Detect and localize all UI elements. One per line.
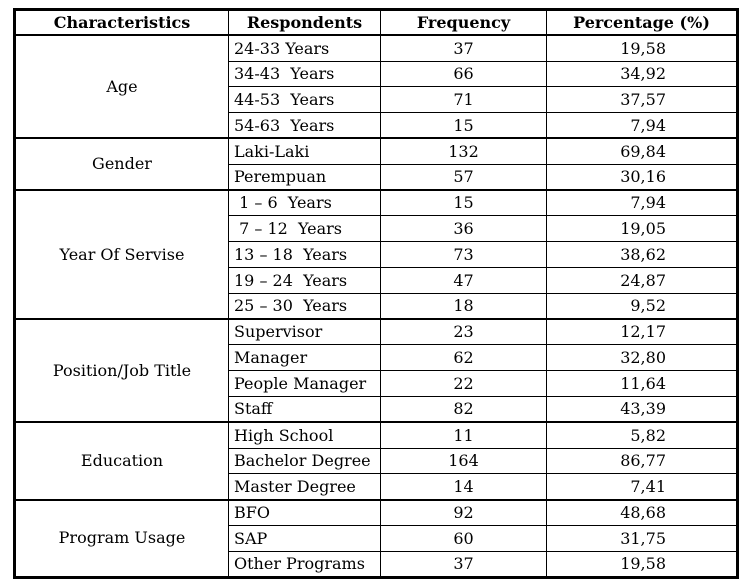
- characteristic-cell-year-of-service: Year Of Servise: [14, 189, 229, 320]
- frequency-cell: 92: [380, 498, 547, 526]
- characteristic-cell-age: Age: [14, 34, 229, 139]
- table-row: 44-53 Years 71 37,57: [15, 86, 738, 114]
- respondent-cell: Other Programs: [228, 550, 381, 578]
- table-row: 34-43 Years 66 34,92: [15, 60, 738, 88]
- table-row: 54-63 Years 15 7,94: [15, 112, 738, 139]
- col-header-respondents: Respondents: [228, 9, 381, 37]
- frequency-cell: 71: [380, 86, 547, 114]
- respondent-cell: 13 – 18 Years: [228, 241, 381, 268]
- respondent-cell: SAP: [228, 524, 381, 552]
- percentage-cell: 19,58: [546, 550, 738, 578]
- frequency-cell: 164: [380, 447, 547, 475]
- frequency-cell: 37: [380, 34, 547, 62]
- frequency-cell: 82: [380, 395, 547, 423]
- frequency-cell: 22: [380, 370, 547, 397]
- respondent-cell: Master Degree: [228, 473, 381, 501]
- table-row: 13 – 18 Years 73 38,62: [15, 241, 738, 268]
- percentage-cell: 38,62: [546, 241, 738, 268]
- table-row: Staff 82 43,39: [15, 395, 738, 423]
- frequency-cell: 60: [380, 524, 547, 552]
- percentage-cell: 12,17: [546, 318, 738, 346]
- percentage-cell: 9,52: [546, 292, 738, 320]
- table-row: Year Of Servise 1 – 6 Years 15 7,94: [14, 189, 738, 320]
- respondent-cell: Bachelor Degree: [228, 447, 381, 475]
- respondent-cell: 44-53 Years: [228, 86, 381, 114]
- percentage-cell: 31,75: [546, 524, 738, 552]
- respondent-cell: Staff: [228, 395, 381, 423]
- percentage-cell: 11,64: [546, 370, 738, 397]
- frequency-cell: 62: [380, 344, 547, 372]
- percentage-cell: 43,39: [546, 395, 738, 423]
- frequency-cell: 36: [380, 215, 547, 243]
- percentage-cell: 19,05: [546, 215, 738, 243]
- respondent-cell: Manager: [228, 344, 381, 372]
- table-row: Position/Job Title Supervisor 23 12,17: [14, 318, 738, 423]
- percentage-cell: 19,58: [546, 34, 738, 62]
- table-row: 7 – 12 Years 36 19,05: [15, 215, 738, 243]
- frequency-cell: 15: [380, 112, 547, 139]
- table-row: 25 – 30 Years 18 9,52: [15, 292, 738, 320]
- table-row: SAP 60 31,75: [15, 524, 738, 552]
- respondent-cell: 34-43 Years: [228, 60, 381, 88]
- frequency-cell: 57: [380, 163, 547, 191]
- frequency-cell: 37: [380, 550, 547, 578]
- col-header-frequency: Frequency: [380, 9, 547, 37]
- respondent-cell: Laki-Laki: [228, 137, 381, 165]
- frequency-cell: 23: [380, 318, 547, 346]
- frequency-cell: 66: [380, 60, 547, 88]
- frequency-cell: 73: [380, 241, 547, 268]
- header-row: Characteristics Respondents Frequency Pe…: [14, 9, 738, 37]
- frequency-cell: 132: [380, 137, 547, 165]
- percentage-cell: 24,87: [546, 266, 738, 294]
- respondent-cell: Perempuan: [228, 163, 381, 191]
- percentage-cell: 7,94: [546, 189, 738, 217]
- characteristic-cell-education: Education: [14, 421, 229, 501]
- table-row: Perempuan 57 30,16: [15, 163, 738, 191]
- percentage-cell: 37,57: [546, 86, 738, 114]
- respondent-cell: High School: [228, 421, 381, 449]
- respondent-cell: 54-63 Years: [228, 112, 381, 139]
- respondent-cell: People Manager: [228, 370, 381, 397]
- percentage-cell: 34,92: [546, 60, 738, 88]
- frequency-cell: 15: [380, 189, 547, 217]
- table-row: People Manager 22 11,64: [15, 370, 738, 397]
- frequency-cell: 47: [380, 266, 547, 294]
- respondent-cell: Supervisor: [228, 318, 381, 346]
- table-row: Master Degree 14 7,41: [15, 473, 738, 501]
- respondent-cell: BFO: [228, 498, 381, 526]
- respondent-cell: 25 – 30 Years: [228, 292, 381, 320]
- respondent-characteristics-table-wrap: Characteristics Respondents Frequency Pe…: [13, 8, 739, 579]
- characteristic-cell-program-usage: Program Usage: [14, 498, 229, 578]
- respondent-cell: 24-33 Years: [228, 34, 381, 62]
- table-row: Age 24-33 Years 37 19,58: [14, 34, 738, 139]
- col-header-characteristics: Characteristics: [14, 9, 229, 37]
- frequency-cell: 14: [380, 473, 547, 501]
- respondent-cell: 1 – 6 Years: [228, 189, 381, 217]
- table-row: Gender Laki-Laki 132 69,84: [14, 137, 738, 191]
- table-row: Program Usage BFO 92 48,68: [14, 498, 738, 578]
- frequency-cell: 11: [380, 421, 547, 449]
- percentage-cell: 30,16: [546, 163, 738, 191]
- respondent-cell: 7 – 12 Years: [228, 215, 381, 243]
- percentage-cell: 86,77: [546, 447, 738, 475]
- percentage-cell: 69,84: [546, 137, 738, 165]
- percentage-cell: 5,82: [546, 421, 738, 449]
- respondent-cell: 19 – 24 Years: [228, 266, 381, 294]
- characteristic-cell-gender: Gender: [14, 137, 229, 191]
- percentage-cell: 32,80: [546, 344, 738, 372]
- percentage-cell: 7,94: [546, 112, 738, 139]
- frequency-cell: 18: [380, 292, 547, 320]
- percentage-cell: 48,68: [546, 498, 738, 526]
- col-header-percentage: Percentage (%): [546, 9, 738, 37]
- characteristic-cell-position: Position/Job Title: [14, 318, 229, 423]
- respondent-characteristics-table: Characteristics Respondents Frequency Pe…: [13, 8, 739, 579]
- percentage-cell: 7,41: [546, 473, 738, 501]
- table-row: 19 – 24 Years 47 24,87: [15, 266, 738, 294]
- table-row: Education High School 11 5,82: [14, 421, 738, 501]
- table-row: Other Programs 37 19,58: [15, 550, 738, 578]
